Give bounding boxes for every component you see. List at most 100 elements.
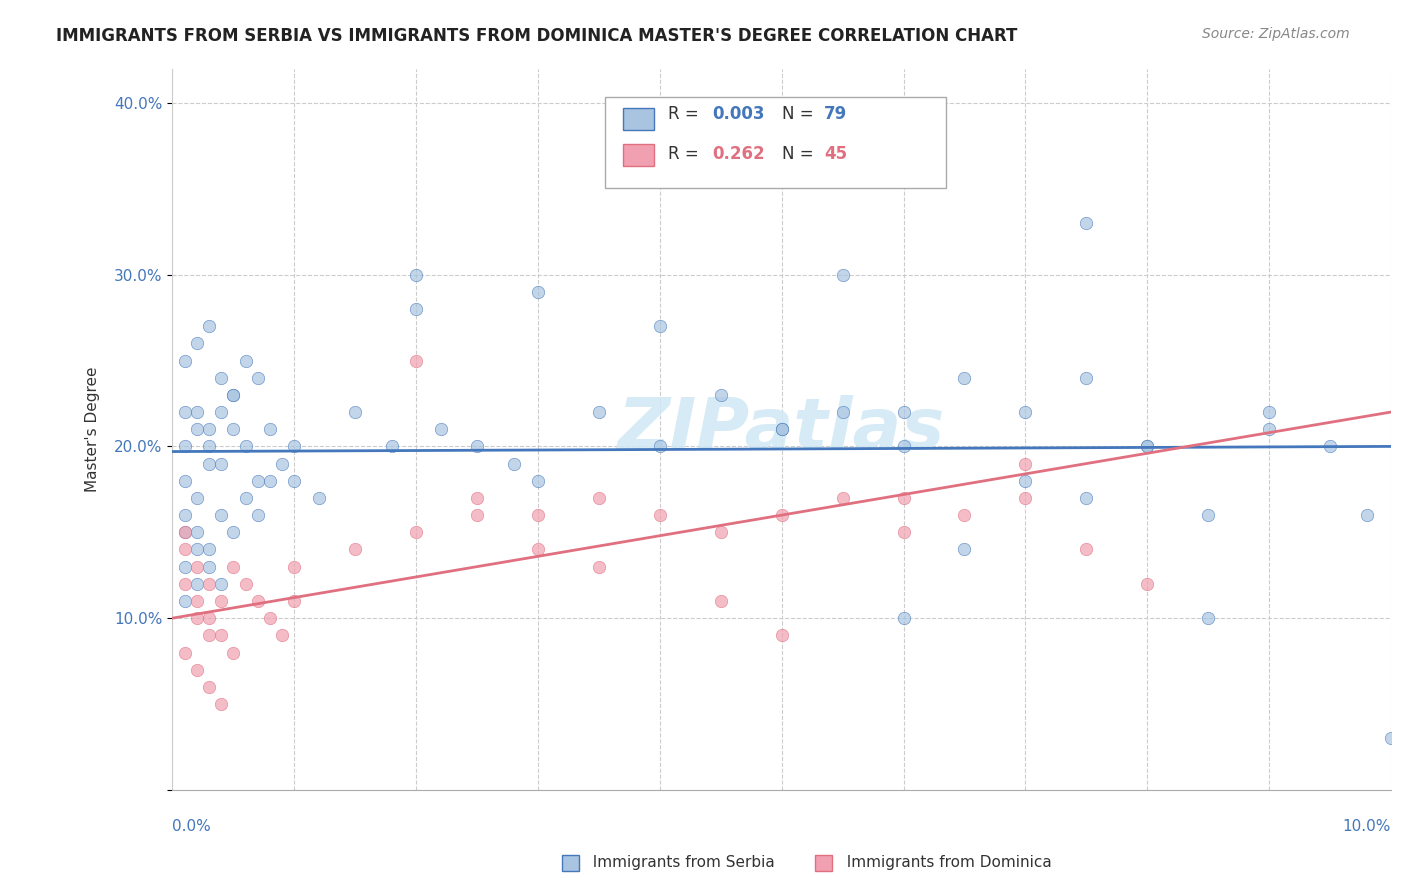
Y-axis label: Master's Degree: Master's Degree [86, 367, 100, 492]
Point [198, 542, 221, 557]
Point [502, 457, 524, 471]
Point [186, 576, 208, 591]
Point [186, 611, 208, 625]
Point [173, 474, 195, 488]
Point [198, 457, 221, 471]
Point [893, 611, 915, 625]
Point [527, 474, 550, 488]
Point [588, 405, 610, 419]
Text: R =: R = [668, 145, 704, 162]
Point [209, 628, 232, 642]
Point [831, 491, 853, 505]
Point [893, 439, 915, 453]
Point [588, 559, 610, 574]
Point [1014, 405, 1036, 419]
Point [186, 525, 208, 540]
Point [283, 559, 305, 574]
Point [222, 422, 245, 436]
Point [1136, 576, 1159, 591]
Text: 0.0%: 0.0% [173, 819, 211, 834]
Text: 10.0%: 10.0% [1343, 819, 1391, 834]
Point [405, 268, 427, 282]
Point [648, 439, 671, 453]
Point [953, 508, 976, 522]
Text: N =: N = [782, 145, 818, 162]
Text: 79: 79 [824, 105, 848, 123]
Point [770, 422, 793, 436]
Point [173, 646, 195, 660]
Point [344, 405, 367, 419]
Point [710, 594, 733, 608]
Point [186, 336, 208, 351]
Point [246, 474, 269, 488]
Point [198, 319, 221, 334]
Point [1355, 508, 1378, 522]
Point [271, 628, 294, 642]
Point [173, 405, 195, 419]
Point [259, 422, 281, 436]
Point [222, 525, 245, 540]
Point [198, 422, 221, 436]
Point [186, 542, 208, 557]
Point [222, 388, 245, 402]
Point [1379, 731, 1402, 746]
Point [186, 663, 208, 677]
Point [209, 405, 232, 419]
Point [893, 405, 915, 419]
Point [173, 525, 195, 540]
Point [1076, 542, 1098, 557]
Point [1076, 491, 1098, 505]
Point [271, 457, 294, 471]
FancyBboxPatch shape [623, 145, 654, 166]
Point [588, 491, 610, 505]
Point [235, 439, 257, 453]
Point [405, 525, 427, 540]
Point [831, 268, 853, 282]
Point [283, 594, 305, 608]
Text: 45: 45 [824, 145, 848, 162]
Point [235, 576, 257, 591]
Text: IMMIGRANTS FROM SERBIA VS IMMIGRANTS FROM DOMINICA MASTER'S DEGREE CORRELATION C: IMMIGRANTS FROM SERBIA VS IMMIGRANTS FRO… [56, 27, 1018, 45]
Point [953, 370, 976, 384]
Point [1319, 439, 1341, 453]
Point [198, 439, 221, 453]
Point [893, 491, 915, 505]
Point [173, 542, 195, 557]
Point [235, 353, 257, 368]
Point [465, 439, 488, 453]
Text: Immigrants from Dominica: Immigrants from Dominica [837, 855, 1052, 870]
Point [198, 680, 221, 694]
Point [770, 628, 793, 642]
Point [186, 559, 208, 574]
Point [429, 422, 451, 436]
Point [198, 611, 221, 625]
Point [1258, 422, 1281, 436]
Point [173, 594, 195, 608]
Point [186, 491, 208, 505]
Point [173, 559, 195, 574]
Point [209, 576, 232, 591]
Point [953, 542, 976, 557]
Point [1076, 370, 1098, 384]
Point [1136, 439, 1159, 453]
Point [259, 474, 281, 488]
Point [710, 525, 733, 540]
FancyBboxPatch shape [605, 97, 946, 187]
Point [186, 405, 208, 419]
Point [465, 508, 488, 522]
Point [259, 611, 281, 625]
FancyBboxPatch shape [623, 108, 654, 130]
Point [186, 422, 208, 436]
Point [344, 542, 367, 557]
Point [198, 559, 221, 574]
Point [173, 353, 195, 368]
Point [246, 594, 269, 608]
Point [308, 491, 330, 505]
Text: 0.003: 0.003 [713, 105, 765, 123]
Point [710, 388, 733, 402]
Point [527, 542, 550, 557]
Point [1014, 491, 1036, 505]
Point [186, 594, 208, 608]
Text: 0.262: 0.262 [713, 145, 765, 162]
Point [173, 576, 195, 591]
